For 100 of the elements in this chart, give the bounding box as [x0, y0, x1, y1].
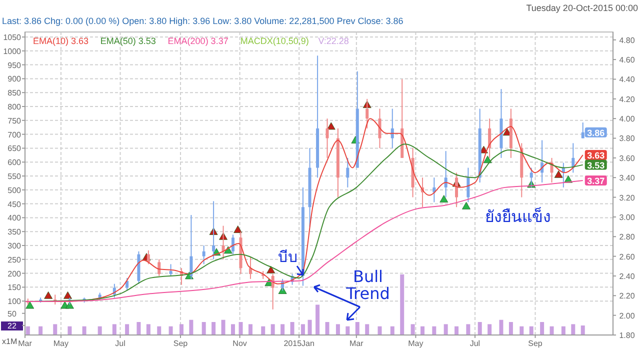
point	[234, 226, 242, 233]
bar	[179, 324, 184, 335]
bar	[168, 326, 173, 335]
bar	[248, 324, 252, 335]
x-tick-label: May	[408, 339, 424, 348]
y-tick-label: 800	[8, 102, 22, 112]
x-tick-label: May	[53, 339, 69, 348]
bar	[550, 326, 554, 335]
bar	[98, 326, 102, 335]
data-label: 3.37	[587, 176, 605, 186]
bar	[508, 322, 513, 335]
candlestick	[169, 264, 172, 276]
bar	[561, 326, 566, 335]
y3-tick-label: 22	[8, 321, 17, 330]
y-tick-label: 300	[8, 241, 22, 250]
y2-tick-label: 2.40	[619, 272, 636, 281]
bar	[82, 326, 86, 335]
y2-tick-label: 3.40	[619, 174, 636, 183]
bar	[290, 322, 294, 335]
bar	[410, 324, 415, 335]
bar	[189, 320, 194, 335]
point	[440, 195, 448, 202]
y-tick-label: 650	[8, 144, 22, 154]
bar	[432, 326, 436, 335]
y-tick-label: 400	[8, 214, 22, 223]
point	[26, 301, 34, 309]
bar	[571, 324, 576, 335]
y3-tick-label: 50	[8, 309, 17, 318]
bar	[580, 325, 585, 335]
y2-tick-label: 4.40	[619, 75, 636, 84]
y-tick-label: 500	[8, 186, 22, 195]
y2-tick-label: 3.20	[619, 193, 636, 202]
bar	[400, 274, 404, 335]
y-tick-label: 950	[8, 60, 22, 70]
y2-tick-label: 4.60	[619, 56, 636, 65]
x-tick-label: Mar	[18, 339, 32, 348]
y-tick-label: 1050	[3, 33, 22, 42]
point	[554, 170, 563, 178]
bar	[125, 324, 130, 335]
bar	[212, 322, 216, 335]
bar	[26, 326, 30, 335]
candlestick	[248, 256, 252, 280]
y2-tick-label: 3.80	[619, 134, 636, 144]
candlestick	[432, 177, 436, 203]
y-tick-label: 450	[8, 200, 22, 209]
bar	[478, 322, 482, 335]
x-tick-label: Nov	[232, 339, 247, 348]
candlestick	[346, 157, 350, 188]
bar	[499, 320, 504, 335]
bar	[38, 326, 43, 335]
y-tick-label: 100	[8, 297, 22, 306]
text: V:22.28	[318, 36, 349, 46]
x-tick-label: Sep	[528, 339, 543, 348]
data-label: 3.53	[587, 160, 605, 170]
y2-tick-label: 2.00	[619, 311, 636, 320]
y-tick-label: 850	[8, 88, 22, 98]
candlestick	[326, 118, 329, 158]
y-tick-label: 600	[8, 158, 22, 168]
y2-tick-label: 3.00	[619, 212, 636, 222]
y-tick-label: 550	[8, 172, 22, 181]
bar	[355, 322, 360, 335]
y2-tick-label: 3.60	[619, 154, 636, 163]
candlestick	[146, 250, 150, 265]
chart-subtitle: Last: 3.86 Chg: 0.00 (0.00 %) Open: 3.80 High: 3.96 Low: 3.80 Volume: 22,281,500 Prev Close: 3.86	[2, 16, 404, 26]
candlestick	[231, 234, 234, 255]
text: EMA(10) 3.63	[33, 36, 89, 46]
bar	[157, 326, 162, 335]
x-tick-label: Jul	[470, 339, 480, 348]
y2-tick-label: 4.80	[619, 36, 636, 45]
bar	[270, 324, 275, 335]
annotation: บีบ	[278, 248, 298, 266]
bar	[420, 326, 425, 335]
bar	[308, 320, 312, 335]
bar	[202, 322, 206, 335]
candlestick	[126, 277, 129, 292]
bar	[112, 324, 116, 335]
candlestick	[158, 258, 161, 276]
point	[44, 291, 53, 299]
y2-tick-label: 2.20	[619, 292, 636, 301]
bar	[136, 322, 141, 335]
bar	[68, 326, 72, 335]
annotation: Bull Trend	[345, 267, 390, 303]
x-tick-label: Sep	[173, 339, 188, 348]
point	[266, 266, 276, 274]
text: EMA(200) 3.37	[168, 36, 228, 46]
y-tick-label: 200	[8, 269, 22, 278]
y2-tick-label: 2.80	[619, 232, 636, 242]
candlestick	[444, 150, 448, 198]
bar	[146, 324, 150, 335]
y-tick-label: 900	[8, 74, 22, 84]
candlestick	[466, 167, 470, 203]
y-tick-label: 700	[8, 130, 22, 140]
bar	[378, 326, 382, 335]
annotation: ยังยืนแข็ง	[485, 206, 551, 226]
bar	[261, 326, 266, 335]
y2-tick-label: 1.80	[619, 331, 636, 340]
y2-tick-label: 4.20	[619, 94, 636, 104]
text: EMA(50) 3.53	[100, 36, 156, 46]
bar	[336, 324, 340, 335]
candlestick	[202, 244, 206, 265]
